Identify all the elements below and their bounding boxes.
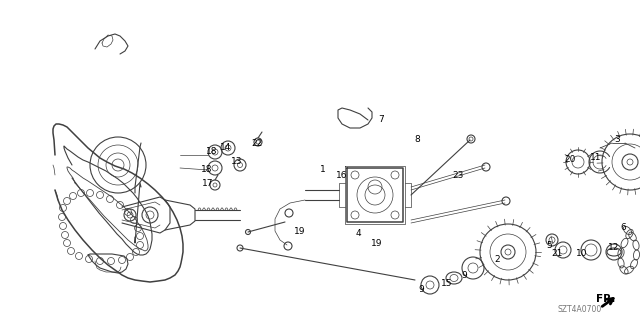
Text: 11: 11 bbox=[590, 153, 602, 162]
Text: 12: 12 bbox=[608, 242, 620, 251]
Text: 15: 15 bbox=[441, 278, 452, 287]
Text: 8: 8 bbox=[414, 136, 420, 145]
Text: 1: 1 bbox=[320, 165, 326, 174]
Text: 9: 9 bbox=[418, 286, 424, 294]
Text: 21: 21 bbox=[551, 249, 563, 257]
Text: FR.: FR. bbox=[596, 294, 616, 304]
Text: 3: 3 bbox=[614, 136, 620, 145]
Text: 5: 5 bbox=[546, 241, 552, 250]
Text: 22: 22 bbox=[252, 138, 262, 147]
Text: 4: 4 bbox=[355, 229, 361, 239]
Text: 14: 14 bbox=[220, 143, 232, 152]
Text: 6: 6 bbox=[620, 222, 626, 232]
Text: 13: 13 bbox=[231, 158, 243, 167]
Text: 18: 18 bbox=[201, 165, 212, 174]
Text: 7: 7 bbox=[378, 115, 384, 123]
Text: 19: 19 bbox=[371, 239, 383, 248]
Text: 20: 20 bbox=[564, 154, 576, 164]
Text: 18: 18 bbox=[206, 147, 218, 157]
Text: 10: 10 bbox=[576, 249, 588, 258]
Text: 16: 16 bbox=[336, 170, 348, 180]
Text: 23: 23 bbox=[452, 172, 464, 181]
Text: SZT4A0700: SZT4A0700 bbox=[558, 306, 602, 315]
Text: 9: 9 bbox=[461, 271, 467, 280]
Text: 2: 2 bbox=[494, 256, 500, 264]
Text: 19: 19 bbox=[294, 227, 306, 236]
Text: 17: 17 bbox=[202, 179, 214, 188]
